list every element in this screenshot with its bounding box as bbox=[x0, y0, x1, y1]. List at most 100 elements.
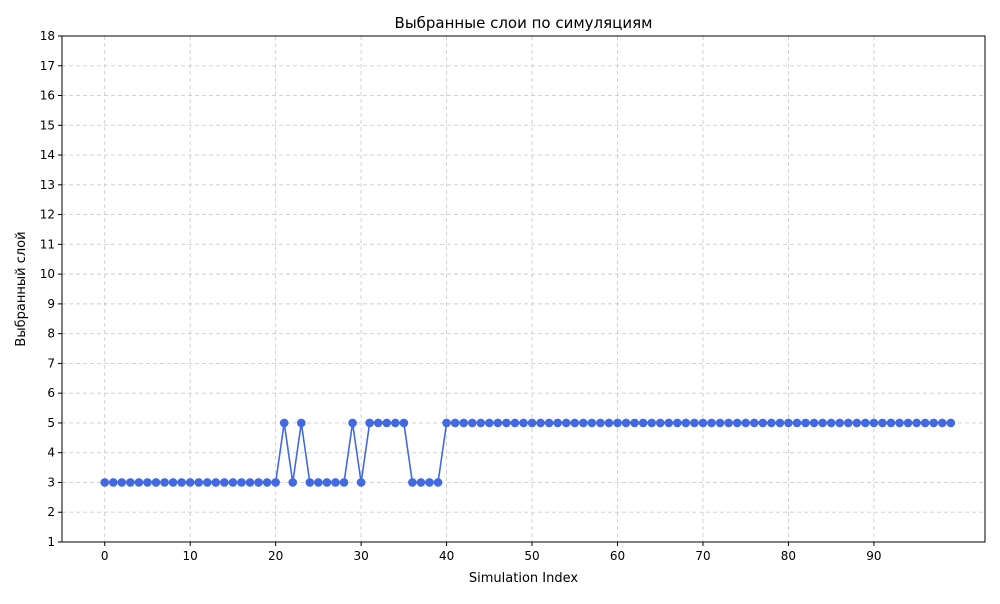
data-point bbox=[852, 418, 862, 428]
data-point bbox=[288, 478, 298, 487]
grid bbox=[62, 35, 985, 543]
data-point bbox=[835, 418, 845, 428]
x-tick-label: 40 bbox=[439, 549, 454, 563]
data-point bbox=[416, 478, 426, 487]
data-point bbox=[450, 418, 460, 428]
data-point bbox=[519, 418, 528, 428]
data-point bbox=[237, 478, 246, 487]
data-point bbox=[305, 478, 315, 487]
data-point bbox=[510, 418, 520, 428]
data-point bbox=[262, 478, 272, 487]
data-point bbox=[493, 418, 503, 428]
data-point bbox=[331, 478, 340, 487]
data-point bbox=[732, 418, 742, 428]
x-tick-label: 80 bbox=[781, 549, 796, 563]
data-point bbox=[296, 418, 306, 428]
data-point bbox=[527, 418, 537, 428]
x-tick-label: 70 bbox=[695, 549, 710, 563]
y-tick-label: 6 bbox=[47, 386, 55, 400]
y-tick-label: 10 bbox=[40, 267, 55, 281]
y-tick-label: 15 bbox=[40, 118, 55, 132]
data-point bbox=[613, 418, 622, 428]
y-tick-label: 3 bbox=[47, 475, 55, 489]
data-point bbox=[912, 418, 921, 428]
data-point bbox=[408, 478, 417, 487]
y-tick-label: 1 bbox=[47, 535, 55, 549]
data-point bbox=[801, 418, 810, 428]
data-point bbox=[946, 418, 956, 428]
data-point bbox=[467, 418, 477, 428]
data-point bbox=[108, 478, 118, 487]
data-point bbox=[861, 418, 870, 428]
y-tick-label: 13 bbox=[40, 178, 55, 192]
data-point bbox=[818, 418, 827, 428]
data-point bbox=[587, 418, 597, 428]
data-point bbox=[843, 418, 853, 428]
data-point bbox=[681, 418, 691, 428]
x-tick-label: 20 bbox=[268, 549, 283, 563]
data-point bbox=[570, 418, 580, 428]
data-point bbox=[433, 478, 443, 487]
y-tick-label: 14 bbox=[40, 148, 55, 162]
data-point bbox=[271, 478, 280, 487]
data-point bbox=[775, 418, 785, 428]
y-tick-label: 7 bbox=[47, 356, 55, 370]
data-point bbox=[903, 418, 913, 428]
y-tick-label: 12 bbox=[40, 208, 55, 222]
data-point bbox=[382, 418, 392, 428]
data-point bbox=[126, 478, 135, 487]
y-tick-label: 8 bbox=[47, 327, 55, 341]
data-point bbox=[185, 478, 195, 487]
data-point bbox=[314, 478, 323, 487]
data-point bbox=[920, 418, 930, 428]
data-point bbox=[459, 418, 468, 428]
data-point bbox=[442, 418, 451, 428]
data-point bbox=[604, 418, 614, 428]
data-point bbox=[707, 418, 716, 428]
data-point bbox=[758, 418, 768, 428]
y-tick-label: 5 bbox=[47, 416, 55, 430]
data-point bbox=[809, 418, 819, 428]
data-point bbox=[485, 418, 494, 428]
data-point bbox=[929, 418, 939, 428]
data-point bbox=[220, 478, 229, 487]
plot-frame bbox=[61, 35, 986, 543]
data-point bbox=[895, 418, 904, 428]
data-point bbox=[365, 418, 374, 428]
data-point bbox=[143, 478, 152, 487]
data-point bbox=[339, 478, 349, 487]
data-point bbox=[168, 478, 178, 487]
axis-ticks: 0 10 20 30 40 50 60 70 80 90123456789101112131415… bbox=[40, 29, 882, 563]
x-tick-label: 30 bbox=[353, 549, 368, 563]
data-point bbox=[544, 418, 554, 428]
data-point bbox=[630, 418, 639, 428]
data-point bbox=[211, 478, 221, 487]
data-point bbox=[245, 478, 255, 487]
y-tick-label: 17 bbox=[40, 59, 55, 73]
data-point bbox=[561, 418, 571, 428]
x-tick-label: 60 bbox=[610, 549, 625, 563]
data-point bbox=[647, 418, 656, 428]
data-point bbox=[476, 418, 486, 428]
data-point bbox=[715, 418, 725, 428]
data-point bbox=[502, 418, 511, 428]
data-point bbox=[673, 418, 682, 428]
data-point bbox=[322, 478, 332, 487]
x-tick-label: 0 bbox=[101, 549, 109, 563]
series-layer bbox=[100, 418, 956, 487]
data-point bbox=[638, 418, 648, 428]
data-point bbox=[117, 478, 127, 487]
data-point bbox=[100, 478, 110, 487]
data-point bbox=[279, 418, 289, 428]
chart-title: Выбранные слои по симуляциям bbox=[395, 14, 653, 32]
data-point bbox=[937, 418, 947, 428]
data-point bbox=[767, 418, 776, 428]
data-point bbox=[826, 418, 836, 428]
data-point bbox=[664, 418, 674, 428]
data-point bbox=[792, 418, 802, 428]
x-tick-label: 90 bbox=[866, 549, 881, 563]
data-point bbox=[194, 478, 204, 487]
x-axis-label: Simulation Index bbox=[469, 571, 578, 586]
data-point bbox=[886, 418, 896, 428]
